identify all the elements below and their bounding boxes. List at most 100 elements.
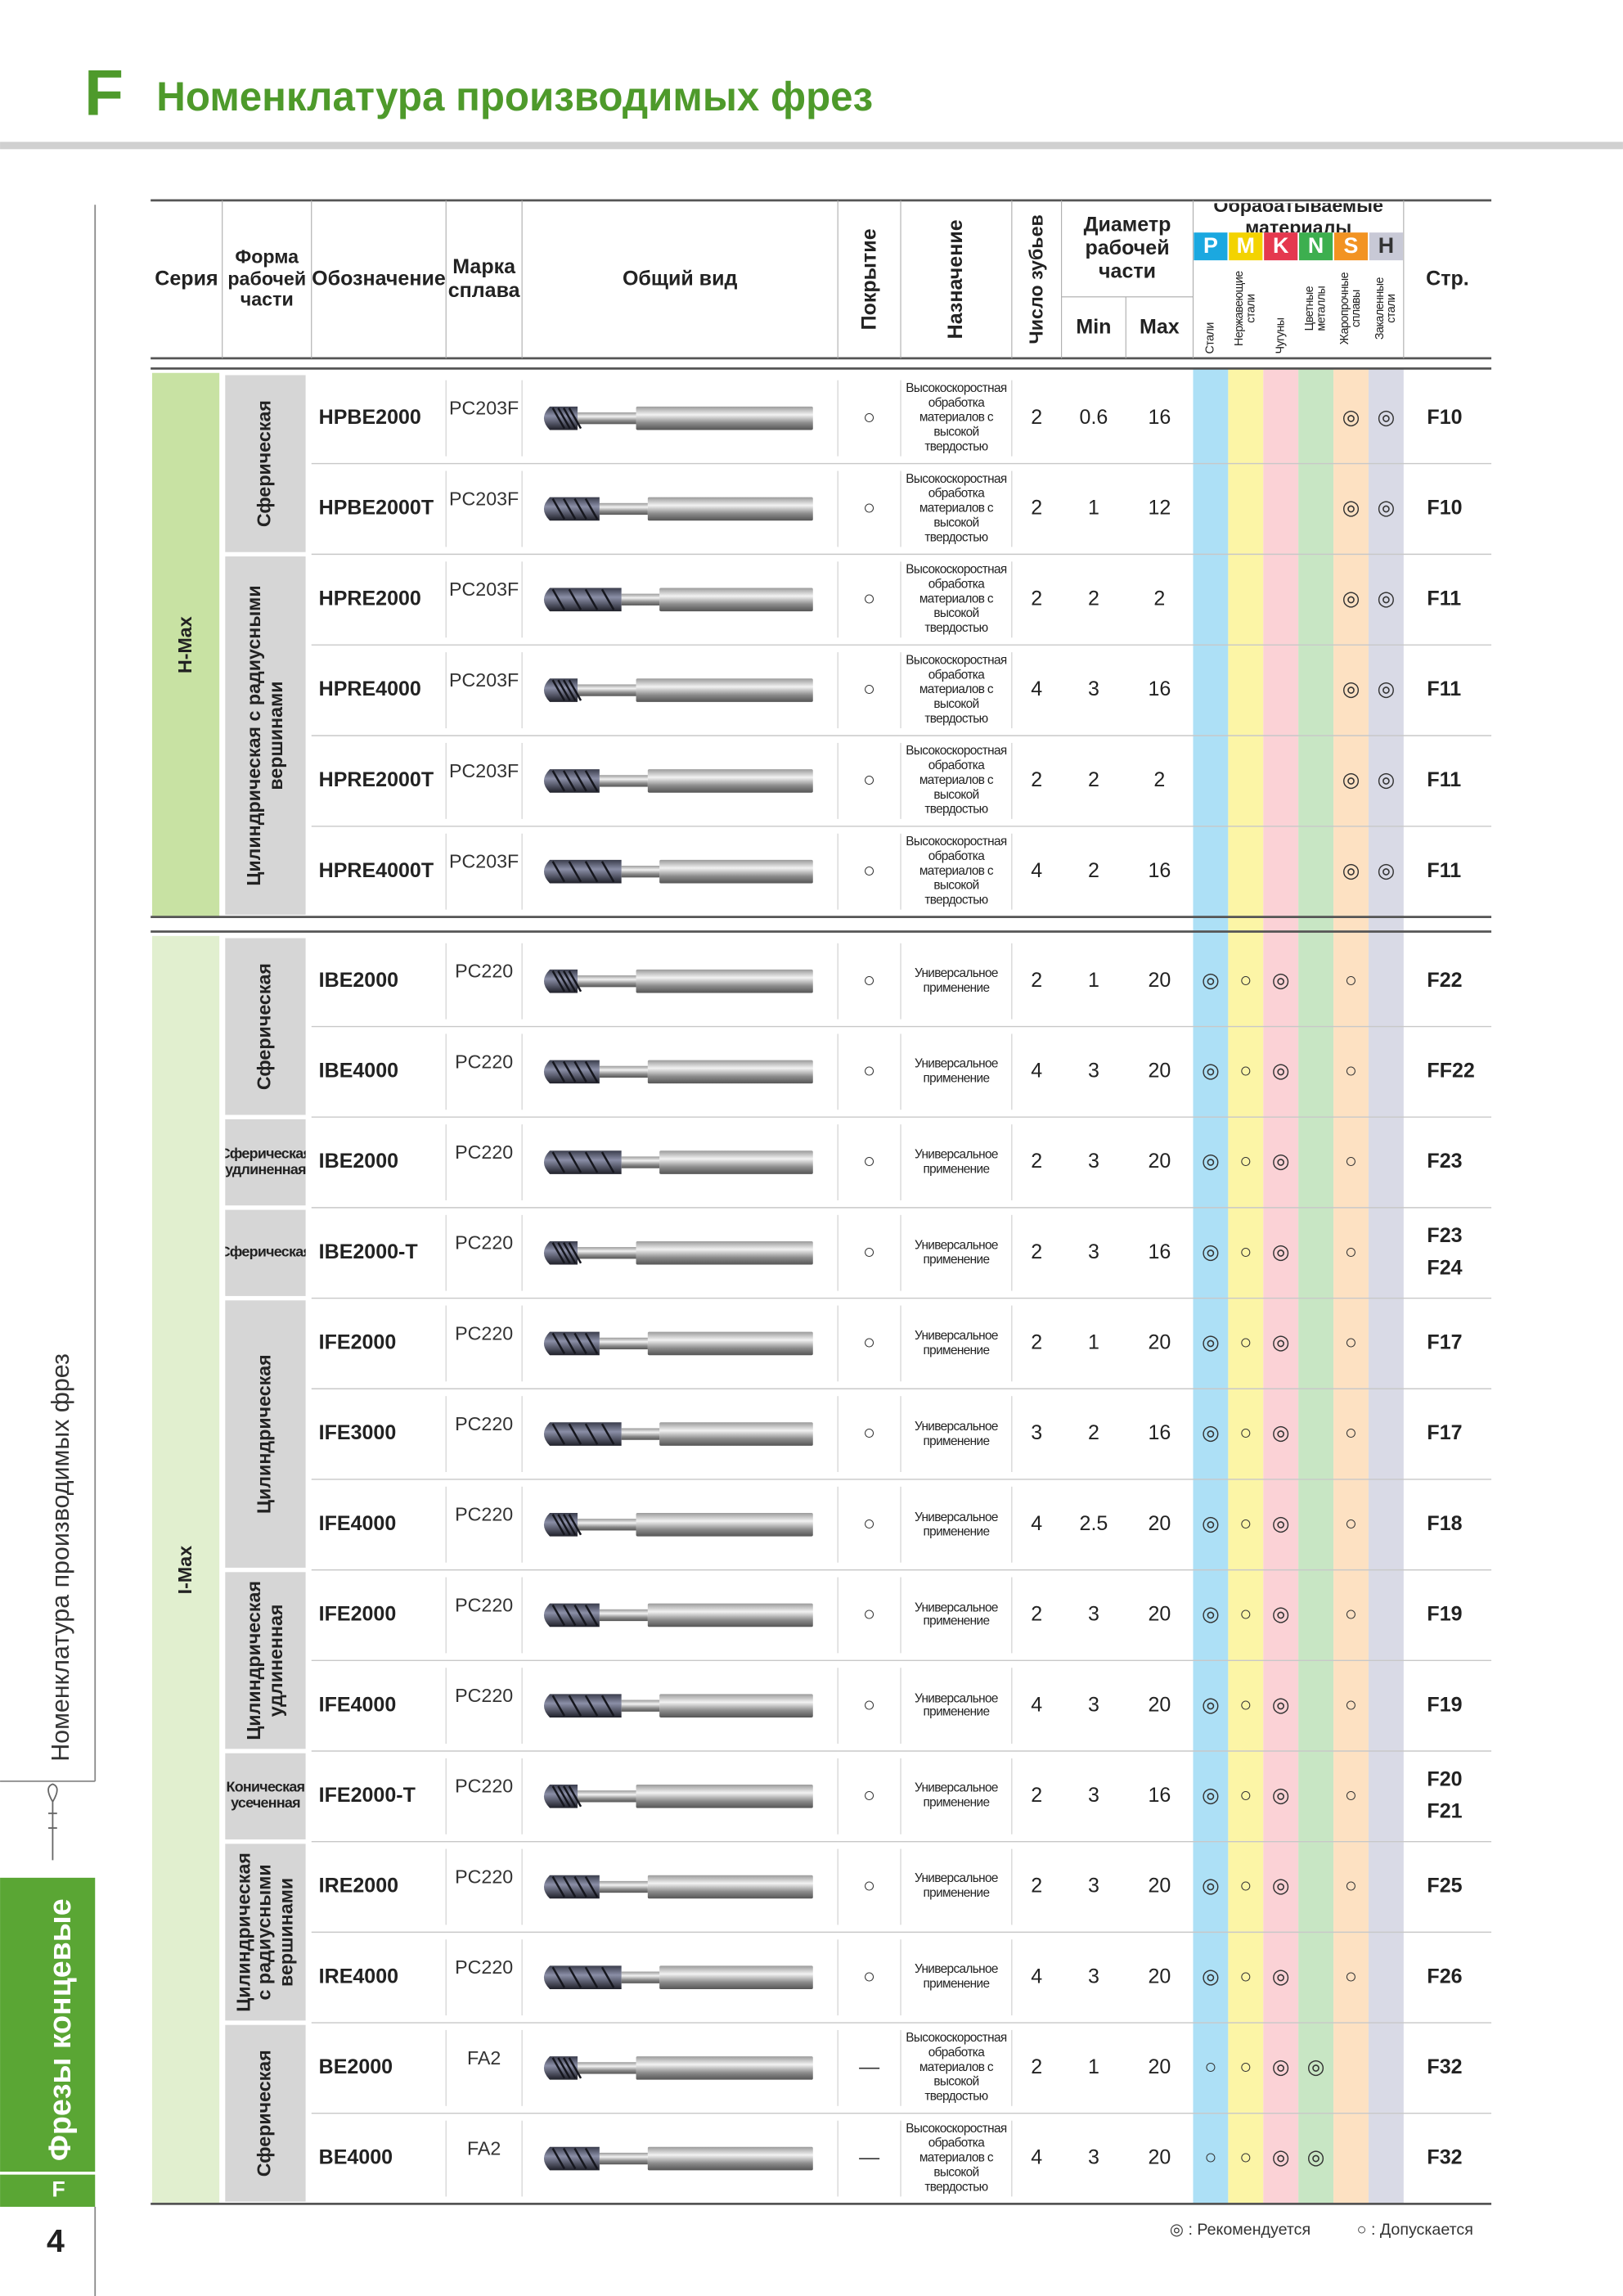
diameter-max: 16 (1148, 1240, 1171, 1263)
material-mark: ○ (1345, 1240, 1357, 1263)
material-mark: ◎ (1342, 859, 1360, 882)
material-name: Стали (1203, 322, 1217, 354)
material-mark: ○ (1239, 1512, 1252, 1535)
col-max: Max (1140, 314, 1180, 339)
cutter-flute (562, 1604, 577, 1627)
purpose-box: Высокоскоростная обработка материалов с … (906, 2031, 1007, 2103)
cutter-flute (584, 1875, 599, 1898)
material-letter-cell (1369, 232, 1403, 261)
cutter-shank (636, 969, 813, 993)
cutter-flute (568, 679, 582, 701)
material-mark: ◎ (1377, 406, 1395, 429)
teeth: 4 (1031, 1059, 1042, 1082)
cutter-flute (557, 1242, 571, 1264)
material-stripe (1193, 368, 1229, 2204)
cutter-flute (551, 679, 566, 701)
series-cell (151, 372, 220, 917)
purpose: Высокоскоростная обработка материалов с … (906, 2121, 1007, 2194)
cutter-flute (568, 2057, 582, 2079)
cutter-neck (578, 1519, 636, 1531)
grade: PC220 (455, 1594, 513, 1615)
cutter-flute (551, 1695, 566, 1717)
cutter-head (543, 1060, 600, 1084)
designation: IFE2000 (319, 1603, 397, 1626)
cutter-flute (600, 588, 615, 610)
purpose-box: Высокоскоростная обработка материалов с … (906, 2121, 1007, 2194)
material-mark: ○ (1345, 1059, 1357, 1082)
purpose-box: Универсальное применение (915, 1690, 998, 1718)
material-mark: ◎ (1272, 1240, 1290, 1263)
material-mark: ◎ (1377, 678, 1395, 700)
shape-name-box: Сферическая (254, 400, 276, 527)
material-mark: ○ (1239, 1150, 1252, 1173)
cutter-shank (647, 497, 813, 521)
col-view-box: Общий вид (623, 267, 737, 290)
purpose: Универсальное применение (915, 1146, 998, 1176)
cutter-flute (551, 1332, 566, 1355)
diameter-max: 12 (1148, 497, 1171, 520)
cutter-shank (636, 406, 813, 430)
cutter-flute (557, 1785, 571, 1808)
material-mark: ◎ (1272, 969, 1290, 992)
cutter-flute (584, 861, 599, 883)
cutter-shank (647, 1331, 813, 1356)
diameter-max: 20 (1148, 1150, 1171, 1173)
purpose: Универсальное применение (915, 1418, 998, 1447)
teeth: 4 (1031, 678, 1042, 700)
shape-name-box: Сферическая (254, 963, 276, 1090)
cutter-flute (562, 679, 577, 701)
diameter-min: 3 (1088, 1965, 1099, 1988)
material-mark: ◎ (1377, 768, 1395, 791)
teeth: 2 (1031, 497, 1042, 520)
designation: IFE2000-T (319, 1784, 416, 1807)
cutter-neck (599, 1337, 648, 1350)
col-teeth-box: Число зубьев (1024, 214, 1046, 344)
col-diameter-box: Диаметр рабочей части (1084, 213, 1171, 281)
shape-cell (225, 938, 306, 1115)
side-tab-text-box: Фрезы концевые (44, 1898, 78, 2161)
diameter-min: 3 (1088, 678, 1099, 700)
diameter-min: 2 (1088, 587, 1099, 610)
material-name: Чугуны (1273, 317, 1287, 354)
designation: IBE4000 (319, 1059, 398, 1082)
designation: HPRE4000 (319, 678, 421, 700)
page-ref: F11 (1427, 587, 1461, 610)
coating: ○ (863, 1693, 875, 1716)
material-mark: ○ (1345, 1331, 1357, 1354)
purpose: Универсальное применение (915, 1056, 998, 1085)
material-mark: ◎ (1272, 2146, 1290, 2169)
material-mark: ○ (1204, 2055, 1216, 2078)
shape-name-box: Сферическая (225, 1245, 305, 1261)
material-mark: ○ (1239, 1240, 1252, 1263)
material-mark: ◎ (1202, 1965, 1220, 1988)
teeth: 2 (1031, 768, 1042, 791)
purpose: Универсальное применение (915, 1871, 998, 1901)
material-mark: ◎ (1307, 2055, 1325, 2078)
material-letter: K (1273, 233, 1289, 258)
grade: PC220 (455, 1956, 513, 1978)
cutter-flute (557, 679, 571, 701)
cutter-neck (578, 684, 636, 696)
material-name-box: Цветные металлы (1303, 286, 1328, 331)
designation: IFE4000 (319, 1693, 397, 1716)
cutter-neck (599, 1065, 648, 1078)
cutter-shank (647, 1875, 813, 1899)
cutter-shank (659, 1694, 813, 1717)
diameter-min: 2 (1088, 1421, 1099, 1444)
side-tab-letter: F (52, 2177, 65, 2201)
cutter-flute (584, 770, 599, 792)
material-stripe (1333, 368, 1369, 2204)
cutter-flute (562, 2147, 577, 2170)
cutter-neck (621, 1971, 660, 1983)
diameter-min: 2.5 (1080, 1512, 1108, 1535)
series-name: I-Max (173, 1545, 196, 1595)
purpose-box: Универсальное применение (915, 1237, 998, 1266)
designation: BE4000 (319, 2146, 393, 2169)
coating: ○ (863, 768, 875, 791)
cutter-shank (647, 1060, 813, 1084)
cutter-flute (551, 497, 566, 520)
material-mark: ○ (1239, 969, 1252, 992)
shape-name-box: Цилиндрическая с радиусными вершинами (243, 585, 286, 885)
shape-name-box: Цилиндрическая с радиусными вершинами (232, 1853, 297, 2012)
col-designation-box: Обозначение (312, 267, 446, 290)
